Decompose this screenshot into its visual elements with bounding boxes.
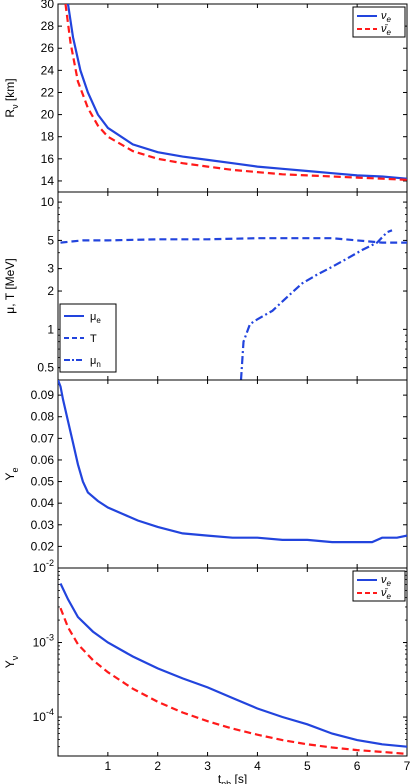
x-tick-label: 2 xyxy=(154,759,161,773)
y-tick-label: 0.07 xyxy=(31,431,55,445)
y-tick-label: 0.5 xyxy=(37,361,54,375)
plot-frame xyxy=(57,379,408,569)
y-tick-label: 2 xyxy=(47,284,54,298)
legend-label: T xyxy=(90,333,97,345)
y-tick-label: 22 xyxy=(41,85,55,99)
x-tick-label: 4 xyxy=(254,759,261,773)
legend-box xyxy=(352,570,406,602)
y-tick-label: 10-2 xyxy=(33,558,54,575)
legend: νeν̄e xyxy=(352,6,406,38)
series-line-1 xyxy=(61,106,408,184)
y-tick-label: 3 xyxy=(47,262,54,276)
y-axis-label: Ye xyxy=(3,467,20,480)
y-tick-label: 10-4 xyxy=(33,707,54,724)
legend-label: ν̄e xyxy=(381,587,392,601)
series-line-2 xyxy=(60,237,407,244)
y-tick-label: 0.04 xyxy=(31,496,55,510)
y-tick-label: 30 xyxy=(41,0,55,11)
y-tick-label: 0.03 xyxy=(31,518,55,532)
x-tick-label: 1 xyxy=(105,759,112,773)
x-tick-label: 6 xyxy=(354,759,361,773)
plot-frame xyxy=(57,567,408,757)
y-tick-label: 1 xyxy=(47,322,54,336)
y-axis-label: Rν [km] xyxy=(3,78,20,117)
y-tick-label: 0.09 xyxy=(31,388,55,402)
y-tick-label: 28 xyxy=(41,19,55,33)
series-line-3 xyxy=(239,229,393,380)
y-tick-label: 10 xyxy=(41,195,55,209)
legend: νeν̄e xyxy=(352,570,406,602)
x-axis-label: tpb [s] xyxy=(218,772,247,784)
y-tick-label: 0.08 xyxy=(31,410,55,424)
y-tick-label: 26 xyxy=(41,41,55,55)
series-line-1 xyxy=(58,380,407,544)
legend-label: νe xyxy=(381,10,392,24)
x-tick-label: 7 xyxy=(404,759,411,773)
legend-label: νe xyxy=(381,574,392,588)
series-line-1 xyxy=(66,4,407,180)
y-tick-label: 14 xyxy=(41,174,55,188)
panel-3: 0.02 0.03 0.04 0.05 0.06 0.07 0.08 0.09 xyxy=(31,379,408,569)
series-line-2 xyxy=(64,4,407,181)
panel-1: 14 16 18 20 22 24 26 28 30 νeν̄e xyxy=(41,0,408,193)
panel-4: 1 2 3 4 5 6 7 10-4 10-3 10-2 νeν̄e xyxy=(33,558,411,773)
y-tick-label: 0.06 xyxy=(31,453,55,467)
x-tick-label: 5 xyxy=(304,759,311,773)
y-tick-label: 24 xyxy=(41,63,55,77)
y-tick-label: 16 xyxy=(41,152,55,166)
x-tick-label: 3 xyxy=(204,759,211,773)
legend: μe Tμn xyxy=(59,303,117,373)
legend-label: μn xyxy=(90,355,101,369)
y-tick-label: 0.05 xyxy=(31,475,55,489)
series-line-2 xyxy=(59,607,407,755)
y-tick-label: 18 xyxy=(41,130,55,144)
y-axis-label: μ, T [MeV] xyxy=(3,258,17,313)
y-tick-label: 5 xyxy=(47,233,54,247)
legend-label: μe xyxy=(90,311,101,325)
legend-box xyxy=(352,6,406,38)
series-line-1 xyxy=(59,583,407,748)
y-axis-label: Yν xyxy=(3,655,20,668)
panel-2: 0.5 1 2 3 5 10 μe Tμn xyxy=(37,106,408,381)
y-tick-label: 20 xyxy=(41,108,55,122)
y-tick-label: 0.02 xyxy=(31,539,55,553)
y-tick-label: 10-3 xyxy=(33,633,54,650)
legend-label: ν̄e xyxy=(381,23,392,37)
